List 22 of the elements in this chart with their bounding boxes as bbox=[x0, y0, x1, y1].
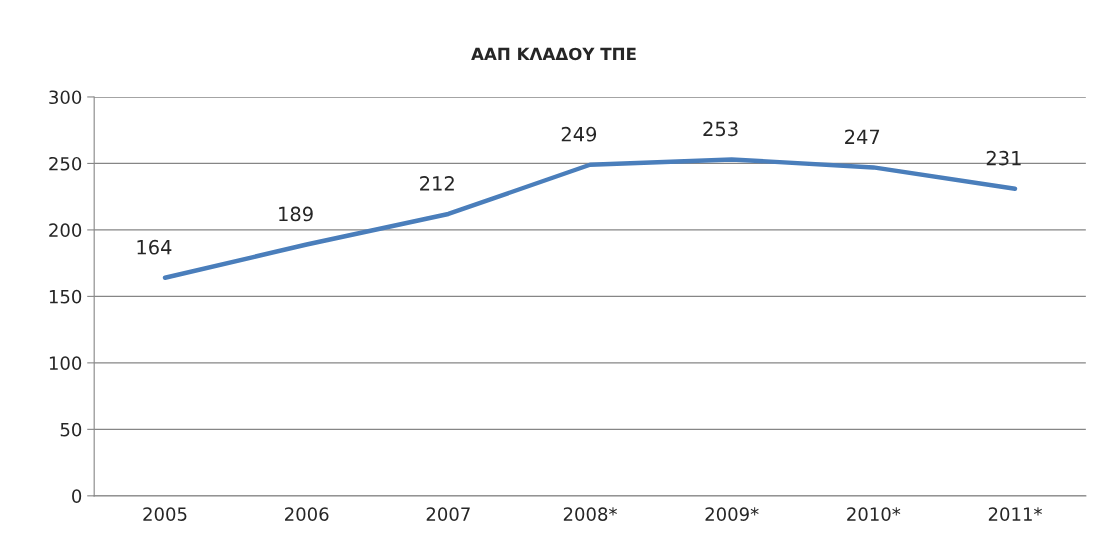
x-tick-label: 2005 bbox=[143, 507, 187, 521]
chart-title: ΑΑΠ ΚΛΑΔΟΥ ΤΠΕ bbox=[471, 47, 636, 61]
y-tick-label: 250 bbox=[49, 156, 82, 171]
x-tick-label: 2008* bbox=[563, 507, 617, 521]
data-label: 212 bbox=[420, 176, 454, 191]
data-label: 231 bbox=[986, 150, 1021, 166]
y-tick-label: 0 bbox=[72, 489, 82, 503]
data-label: 249 bbox=[561, 126, 597, 142]
data-label: 164 bbox=[137, 239, 172, 255]
data-label: 253 bbox=[703, 121, 738, 137]
x-tick-label: 2009* bbox=[705, 507, 759, 521]
data-label: 247 bbox=[845, 129, 880, 144]
y-tick-label: 100 bbox=[49, 356, 82, 370]
x-tick-label: 2010* bbox=[847, 507, 901, 521]
y-tick-label: 150 bbox=[49, 289, 82, 304]
y-tick-label: 300 bbox=[49, 90, 82, 105]
y-tick-label: 50 bbox=[60, 422, 82, 437]
x-tick-label: 2006 bbox=[285, 507, 329, 521]
x-tick-label: 2007 bbox=[426, 507, 470, 521]
x-tick-label: 2011* bbox=[988, 507, 1042, 521]
y-tick-label: 200 bbox=[49, 223, 82, 238]
data-label: 189 bbox=[279, 206, 313, 222]
